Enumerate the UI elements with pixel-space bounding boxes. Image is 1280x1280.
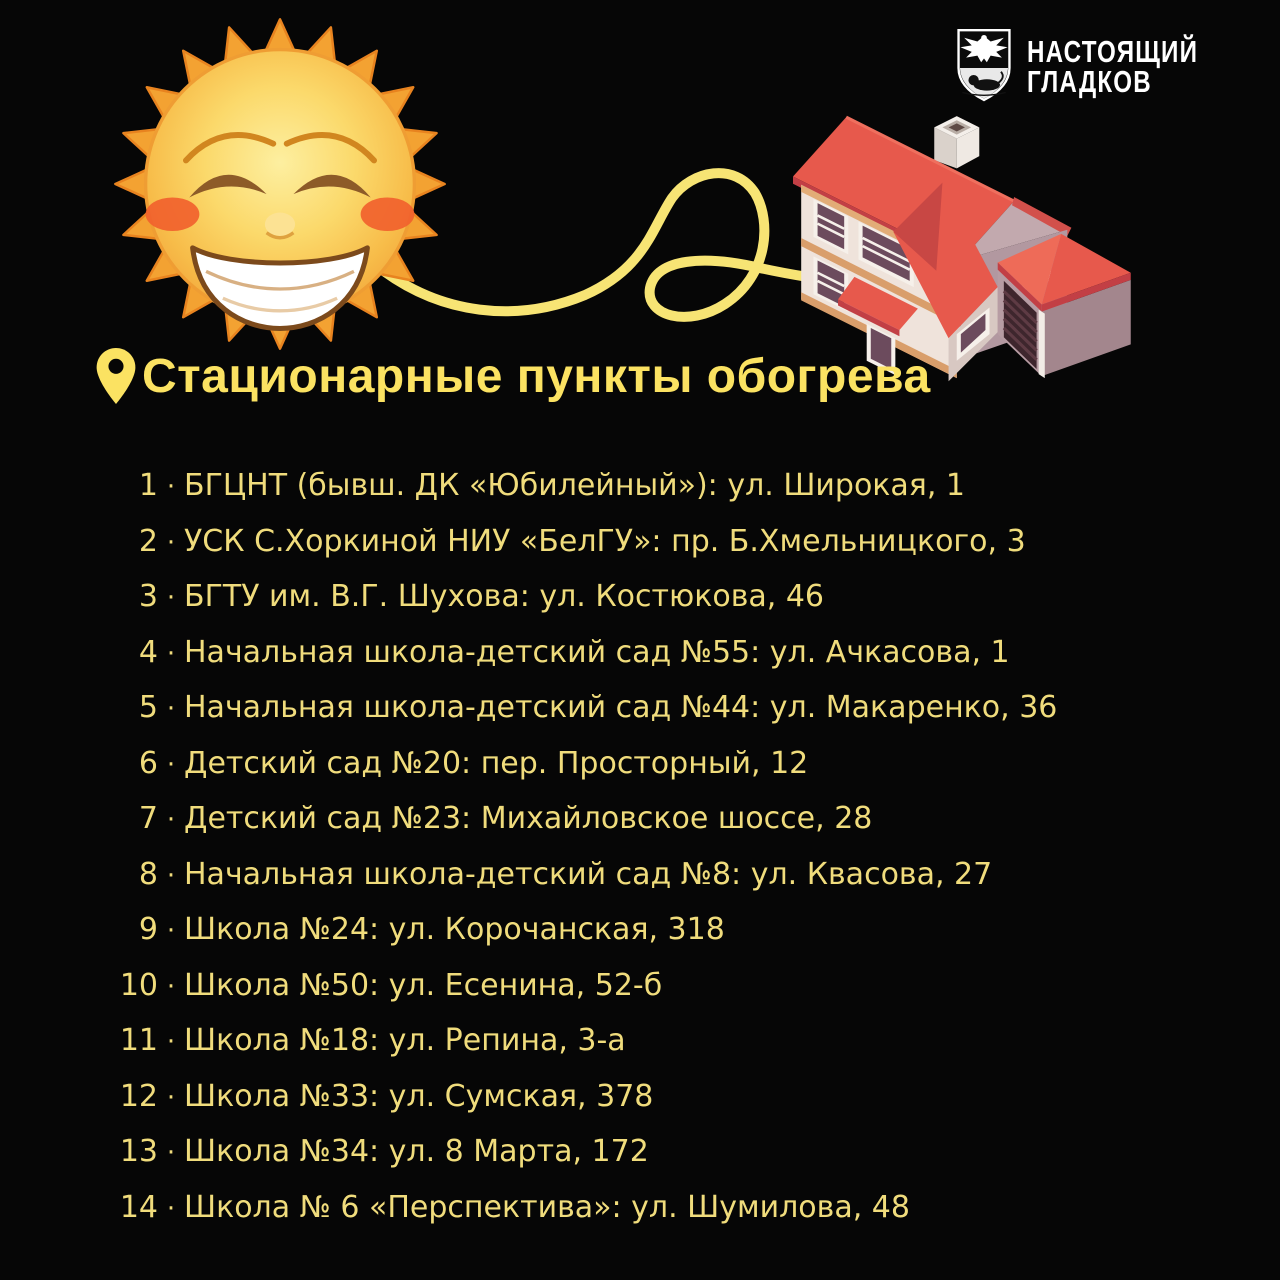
list-item: 3 · БГТУ им. В.Г. Шухова: ул. Костюкова,… xyxy=(112,569,1230,625)
list-item: 14 · Школа № 6 «Перспектива»: ул. Шумило… xyxy=(112,1180,1230,1236)
item-separator: · xyxy=(166,472,176,502)
list-item: 9 · Школа №24: ул. Корочанская, 318 xyxy=(112,902,1230,958)
list-item: 6 · Детский сад №20: пер. Просторный, 12 xyxy=(112,736,1230,792)
brand-logo: НАСТОЯЩИЙ ГЛАДКОВ xyxy=(951,26,1246,108)
item-number: 9 xyxy=(138,912,158,947)
list-item: 13 · Школа №34: ул. 8 Марта, 172 xyxy=(112,1124,1230,1180)
item-number: 7 xyxy=(138,801,158,836)
item-text: Детский сад №20: пер. Просторный, 12 xyxy=(184,745,809,781)
item-text: Начальная школа-детский сад №44: ул. Мак… xyxy=(184,690,1058,725)
item-separator: · xyxy=(166,1027,176,1057)
item-separator: · xyxy=(166,971,176,1002)
page-title: Стационарные пункты обогрева xyxy=(142,349,931,403)
garage xyxy=(997,233,1131,379)
page-title-block: Стационарные пункты обогрева xyxy=(96,348,931,404)
item-text: БГЦНТ (бывш. ДК «Юбилейный»): ул. Широка… xyxy=(184,468,966,503)
list-item: 4 · Начальная школа-детский сад №55: ул.… xyxy=(112,625,1230,681)
item-separator: · xyxy=(166,860,176,891)
smiling-sun-icon xyxy=(114,18,446,350)
brand-logo-line1: НАСТОЯЩИЙ xyxy=(1026,33,1198,69)
list-item: 8 · Начальная школа-детский сад №8: ул. … xyxy=(112,847,1230,903)
item-number: 3 xyxy=(138,579,158,614)
item-separator: · xyxy=(166,1193,176,1224)
item-text: Школа №33: ул. Сумская, 378 xyxy=(184,1078,654,1114)
item-number: 6 xyxy=(138,745,158,781)
brand-logo-text: НАСТОЯЩИЙ ГЛАДКОВ xyxy=(1026,33,1198,99)
item-number: 12 xyxy=(119,1078,158,1114)
item-separator: · xyxy=(166,1082,176,1113)
item-separator: · xyxy=(166,694,176,724)
list-item: 5 · Начальная школа-детский сад №44: ул.… xyxy=(112,680,1230,736)
item-text: Школа №24: ул. Корочанская, 318 xyxy=(184,912,725,947)
list-item: 1 · БГЦНТ (бывш. ДК «Юбилейный»): ул. Ши… xyxy=(112,458,1230,514)
item-separator: · xyxy=(166,638,176,669)
item-separator: · xyxy=(166,749,176,780)
list-item: 2 · УСК С.Хоркиной НИУ «БелГУ»: пр. Б.Хм… xyxy=(112,514,1230,570)
item-text: Школа №50: ул. Есенина, 52-б xyxy=(184,967,663,1003)
list-item: 12 · Школа №33: ул. Сумская, 378 xyxy=(112,1069,1230,1125)
item-separator: · xyxy=(166,583,176,613)
belgorod-coat-of-arms-icon xyxy=(956,29,1011,102)
item-number: 10 xyxy=(119,967,158,1003)
item-text: Школа № 6 «Перспектива»: ул. Шумилова, 4… xyxy=(184,1189,910,1225)
item-text: Детский сад №23: Михайловское шоссе, 28 xyxy=(184,801,873,836)
item-separator: · xyxy=(166,805,176,835)
item-text: УСК С.Хоркиной НИУ «БелГУ»: пр. Б.Хмельн… xyxy=(184,523,1026,559)
list-item: 7 · Детский сад №23: Михайловское шоссе,… xyxy=(112,791,1230,847)
item-text: Школа №18: ул. Репина, 3-а xyxy=(184,1023,626,1058)
heating-points-list: 1 · БГЦНТ (бывш. ДК «Юбилейный»): ул. Ши… xyxy=(112,458,1230,1235)
item-number: 13 xyxy=(119,1134,158,1169)
chimney xyxy=(934,116,980,169)
item-separator: · xyxy=(166,527,176,558)
window xyxy=(956,307,990,361)
item-text: Начальная школа-детский сад №8: ул. Квас… xyxy=(184,856,993,892)
item-separator: · xyxy=(166,916,176,946)
item-text: Школа №34: ул. 8 Марта, 172 xyxy=(184,1134,649,1169)
brand-logo-line2: ГЛАДКОВ xyxy=(1026,64,1152,99)
item-number: 2 xyxy=(138,523,158,559)
list-item: 11 · Школа №18: ул. Репина, 3-а xyxy=(112,1013,1230,1069)
location-pin-icon xyxy=(96,348,136,404)
item-number: 14 xyxy=(119,1189,158,1225)
item-number: 4 xyxy=(138,634,158,670)
item-text: Начальная школа-детский сад №55: ул. Ачк… xyxy=(184,634,1010,670)
item-number: 11 xyxy=(119,1023,158,1058)
list-item: 10 · Школа №50: ул. Есенина, 52-б xyxy=(112,958,1230,1014)
item-number: 5 xyxy=(138,690,158,725)
item-separator: · xyxy=(166,1138,176,1168)
item-number: 8 xyxy=(138,856,158,892)
item-number: 1 xyxy=(138,468,158,503)
item-text: БГТУ им. В.Г. Шухова: ул. Костюкова, 46 xyxy=(184,579,825,614)
